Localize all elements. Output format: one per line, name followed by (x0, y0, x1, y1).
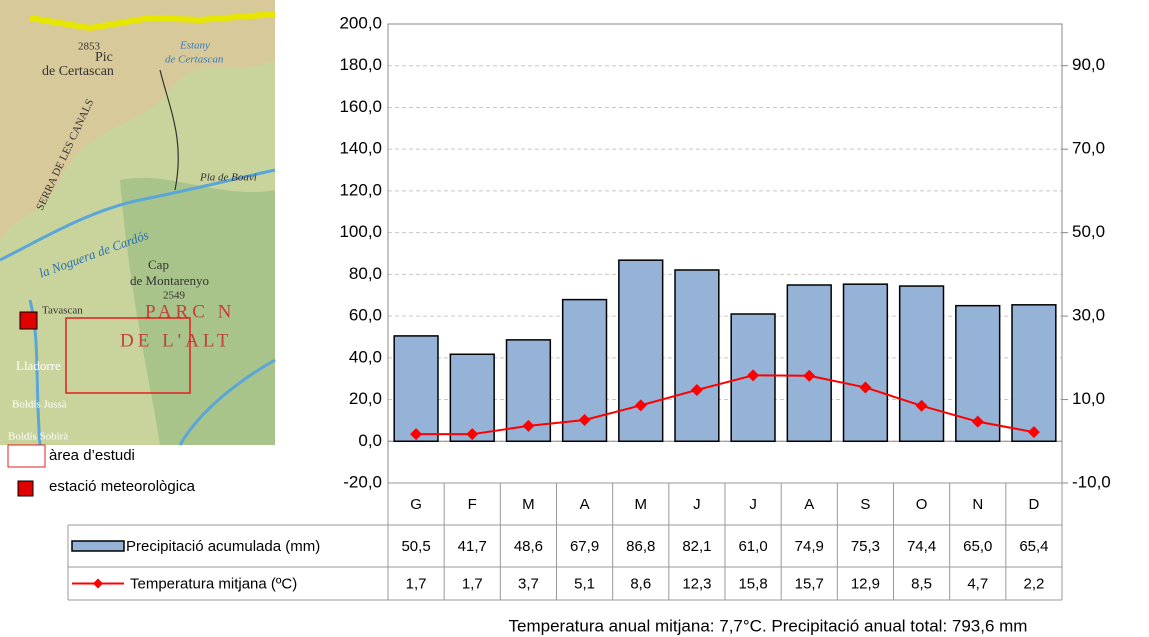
map-label: de Certascan (42, 64, 114, 79)
y2-tick-label: 50,0 (1072, 222, 1105, 241)
x-tick-label: A (580, 496, 590, 513)
bar (675, 270, 719, 441)
x-tick-label: M (522, 496, 535, 513)
y2-tick-label: 90,0 (1072, 55, 1105, 74)
bar (1012, 305, 1056, 441)
x-tick-label: J (693, 496, 701, 513)
map-label: Cap (148, 257, 169, 272)
map-label: Boldís Sobirà (8, 431, 68, 443)
y2-tick-label: -10,0 (1072, 472, 1111, 491)
x-tick-label: F (468, 496, 477, 513)
legend-station-key (18, 481, 33, 496)
bar (900, 286, 944, 441)
y-tick-label: 200,0 (339, 13, 382, 32)
value-label: 48,6 (514, 538, 543, 555)
map-label: Estany (179, 40, 210, 52)
legend-key (72, 541, 124, 551)
bar (619, 260, 663, 441)
legend-label: Temperatura mitjana (ºC) (130, 575, 297, 592)
y-tick-label: 100,0 (339, 222, 382, 241)
map-label: Pic (95, 50, 113, 65)
value-label: 1,7 (406, 575, 427, 592)
map-label: 2549 (163, 290, 186, 302)
value-label: 8,6 (630, 575, 651, 592)
y-tick-label: 180,0 (339, 55, 382, 74)
station-marker (20, 312, 37, 329)
y-tick-label: 0,0 (358, 431, 382, 450)
y-tick-label: -20,0 (343, 472, 382, 491)
value-label: 82,1 (682, 538, 711, 555)
value-label: 15,8 (738, 575, 767, 592)
footnote: Temperatura anual mitjana: 7,7°C. Precip… (509, 616, 1028, 635)
value-label: 50,5 (401, 538, 430, 555)
value-label: 67,9 (570, 538, 599, 555)
x-tick-label: N (972, 496, 983, 513)
value-label: 86,8 (626, 538, 655, 555)
map-label: Boldís Jussà (12, 399, 67, 411)
value-label: 41,7 (458, 538, 487, 555)
x-tick-label: M (635, 496, 648, 513)
y-tick-label: 140,0 (339, 139, 382, 158)
map-label: Lladorre (16, 358, 61, 373)
value-label: 2,2 (1023, 575, 1044, 592)
y-tick-label: 120,0 (339, 180, 382, 199)
legend-area-key (8, 445, 45, 467)
bar (844, 284, 888, 441)
value-label: 12,9 (851, 575, 880, 592)
legend-label: estació meteorològica (49, 478, 196, 495)
value-label: 65,4 (1019, 538, 1048, 555)
y2-tick-label: 70,0 (1072, 139, 1105, 158)
value-label: 65,0 (963, 538, 992, 555)
x-tick-label: O (916, 496, 928, 513)
legend-label: àrea d’estudi (49, 447, 135, 464)
value-label: 75,3 (851, 538, 880, 555)
value-label: 15,7 (795, 575, 824, 592)
x-tick-label: D (1028, 496, 1039, 513)
value-label: 5,1 (574, 575, 595, 592)
map: 2853 Pic de Certascan Estany de Certasca… (0, 0, 275, 445)
value-label: 1,7 (462, 575, 483, 592)
bar (787, 285, 831, 441)
value-label: 3,7 (518, 575, 539, 592)
x-tick-label: S (860, 496, 870, 513)
legend-key (93, 579, 103, 589)
map-label: de Certascan (165, 54, 224, 66)
y-tick-label: 80,0 (349, 264, 382, 283)
y-tick-label: 160,0 (339, 97, 382, 116)
x-tick-label: J (749, 496, 757, 513)
chart: 2853 Pic de Certascan Estany de Certasca… (0, 0, 1149, 637)
value-label: 4,7 (967, 575, 988, 592)
y2-tick-label: 10,0 (1072, 389, 1105, 408)
value-label: 12,3 (682, 575, 711, 592)
x-tick-label: G (410, 496, 422, 513)
value-label: 74,4 (907, 538, 936, 555)
map-label: Pla de Boavi (199, 172, 257, 184)
y-tick-label: 40,0 (349, 347, 382, 366)
x-tick-label: A (804, 496, 814, 513)
legend-label: Precipitació acumulada (mm) (126, 538, 320, 555)
map-label: de Montarenyo (130, 273, 209, 288)
y2-tick-label: 30,0 (1072, 306, 1105, 325)
value-label: 61,0 (738, 538, 767, 555)
y-tick-label: 20,0 (349, 389, 382, 408)
map-label: DE L'ALT (120, 330, 232, 351)
value-label: 8,5 (911, 575, 932, 592)
bar (394, 336, 438, 441)
map-label: Tavascan (42, 305, 83, 317)
y-tick-label: 60,0 (349, 306, 382, 325)
value-label: 74,9 (795, 538, 824, 555)
